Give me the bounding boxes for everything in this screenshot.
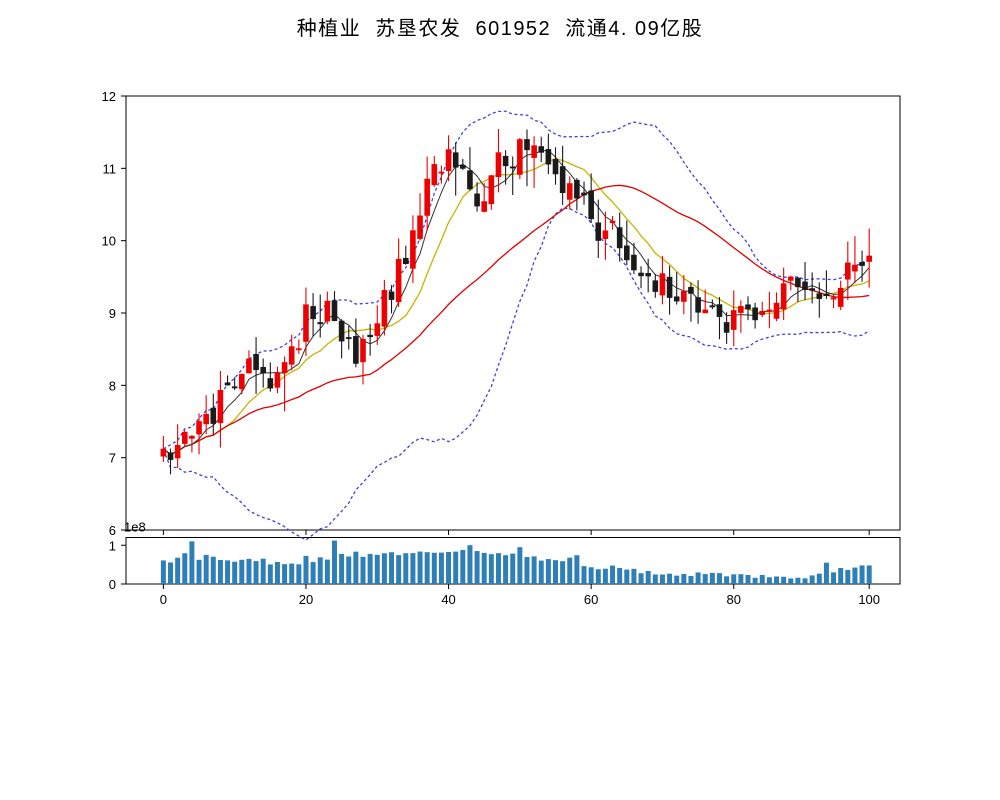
- svg-text:8: 8: [109, 378, 116, 393]
- svg-text:1: 1: [109, 538, 116, 553]
- svg-text:40: 40: [441, 592, 455, 607]
- svg-text:0: 0: [109, 577, 116, 592]
- svg-text:12: 12: [102, 89, 116, 104]
- svg-text:9: 9: [109, 306, 116, 321]
- svg-text:6: 6: [109, 523, 116, 538]
- svg-text:11: 11: [103, 161, 117, 176]
- svg-text:100: 100: [858, 592, 880, 607]
- svg-text:1e8: 1e8: [124, 520, 146, 535]
- svg-text:10: 10: [102, 234, 116, 249]
- svg-text:60: 60: [584, 592, 598, 607]
- svg-text:80: 80: [727, 592, 741, 607]
- svg-text:20: 20: [299, 592, 313, 607]
- svg-text:7: 7: [109, 451, 116, 466]
- svg-text:0: 0: [160, 592, 167, 607]
